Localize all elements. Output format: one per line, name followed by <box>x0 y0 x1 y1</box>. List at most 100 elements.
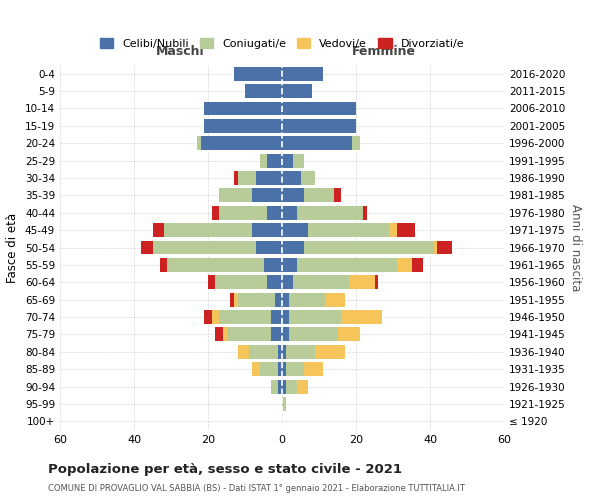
Text: Popolazione per età, sesso e stato civile - 2021: Popolazione per età, sesso e stato civil… <box>48 462 402 475</box>
Bar <box>249 345 278 358</box>
Bar <box>215 276 267 289</box>
Bar <box>282 154 293 168</box>
Bar <box>289 292 326 306</box>
Bar <box>204 310 212 324</box>
Bar <box>289 310 341 324</box>
Bar <box>160 258 167 272</box>
Bar <box>238 292 275 306</box>
Bar <box>397 258 412 272</box>
Y-axis label: Fasce di età: Fasce di età <box>7 212 19 282</box>
Bar <box>282 188 304 202</box>
Bar <box>260 362 278 376</box>
Bar <box>282 310 289 324</box>
Bar <box>271 328 282 342</box>
Bar <box>197 136 200 150</box>
Bar <box>230 292 234 306</box>
Bar <box>282 328 289 342</box>
Bar <box>341 310 382 324</box>
Bar <box>364 206 367 220</box>
Bar <box>304 240 434 254</box>
Bar <box>304 188 334 202</box>
Bar <box>334 188 341 202</box>
Bar <box>271 380 278 394</box>
Bar <box>301 171 316 185</box>
Bar <box>282 66 323 80</box>
Bar <box>282 380 286 394</box>
Y-axis label: Anni di nascita: Anni di nascita <box>569 204 582 291</box>
Bar <box>282 276 293 289</box>
Bar <box>282 292 289 306</box>
Bar <box>282 84 311 98</box>
Bar <box>219 188 253 202</box>
Text: Femmine: Femmine <box>352 44 416 58</box>
Bar <box>316 345 345 358</box>
Bar <box>256 240 282 254</box>
Bar <box>282 119 356 133</box>
Bar <box>238 171 256 185</box>
Bar <box>293 276 349 289</box>
Bar <box>223 328 227 342</box>
Bar <box>275 292 282 306</box>
Bar <box>286 345 316 358</box>
Bar <box>389 223 397 237</box>
Bar <box>164 223 253 237</box>
Bar <box>326 292 345 306</box>
Text: Maschi: Maschi <box>155 44 204 58</box>
Bar <box>256 171 282 185</box>
Bar <box>200 136 282 150</box>
Bar <box>152 223 164 237</box>
Bar <box>152 240 256 254</box>
Bar <box>204 102 282 116</box>
Bar <box>253 188 282 202</box>
Bar <box>227 328 271 342</box>
Bar <box>278 380 282 394</box>
Bar <box>282 397 286 411</box>
Bar <box>282 102 356 116</box>
Bar <box>374 276 378 289</box>
Bar <box>260 154 267 168</box>
Bar <box>278 362 282 376</box>
Bar <box>253 223 282 237</box>
Bar <box>212 310 219 324</box>
Bar <box>349 276 374 289</box>
Bar <box>286 380 297 394</box>
Bar <box>282 240 304 254</box>
Bar <box>245 84 282 98</box>
Bar <box>297 206 364 220</box>
Bar <box>397 223 415 237</box>
Bar <box>282 171 301 185</box>
Bar <box>304 362 323 376</box>
Bar <box>282 223 308 237</box>
Bar <box>267 276 282 289</box>
Bar <box>297 258 397 272</box>
Bar <box>234 171 238 185</box>
Bar <box>282 206 297 220</box>
Bar <box>267 206 282 220</box>
Bar <box>282 136 352 150</box>
Bar <box>282 345 286 358</box>
Bar <box>267 154 282 168</box>
Bar <box>212 206 219 220</box>
Bar <box>293 154 304 168</box>
Bar <box>352 136 360 150</box>
Bar <box>282 362 286 376</box>
Bar <box>219 310 271 324</box>
Bar <box>234 66 282 80</box>
Legend: Celibi/Nubili, Coniugati/e, Vedovi/e, Divorziati/e: Celibi/Nubili, Coniugati/e, Vedovi/e, Di… <box>95 34 469 54</box>
Bar <box>234 292 238 306</box>
Bar <box>286 362 304 376</box>
Bar <box>219 206 267 220</box>
Bar <box>204 119 282 133</box>
Bar <box>167 258 263 272</box>
Bar <box>337 328 360 342</box>
Bar <box>208 276 215 289</box>
Bar <box>278 345 282 358</box>
Bar <box>238 345 249 358</box>
Bar <box>434 240 437 254</box>
Bar <box>282 258 297 272</box>
Bar <box>289 328 337 342</box>
Bar <box>263 258 282 272</box>
Bar <box>308 223 389 237</box>
Bar <box>215 328 223 342</box>
Text: COMUNE DI PROVAGLIO VAL SABBIA (BS) - Dati ISTAT 1° gennaio 2021 - Elaborazione : COMUNE DI PROVAGLIO VAL SABBIA (BS) - Da… <box>48 484 465 493</box>
